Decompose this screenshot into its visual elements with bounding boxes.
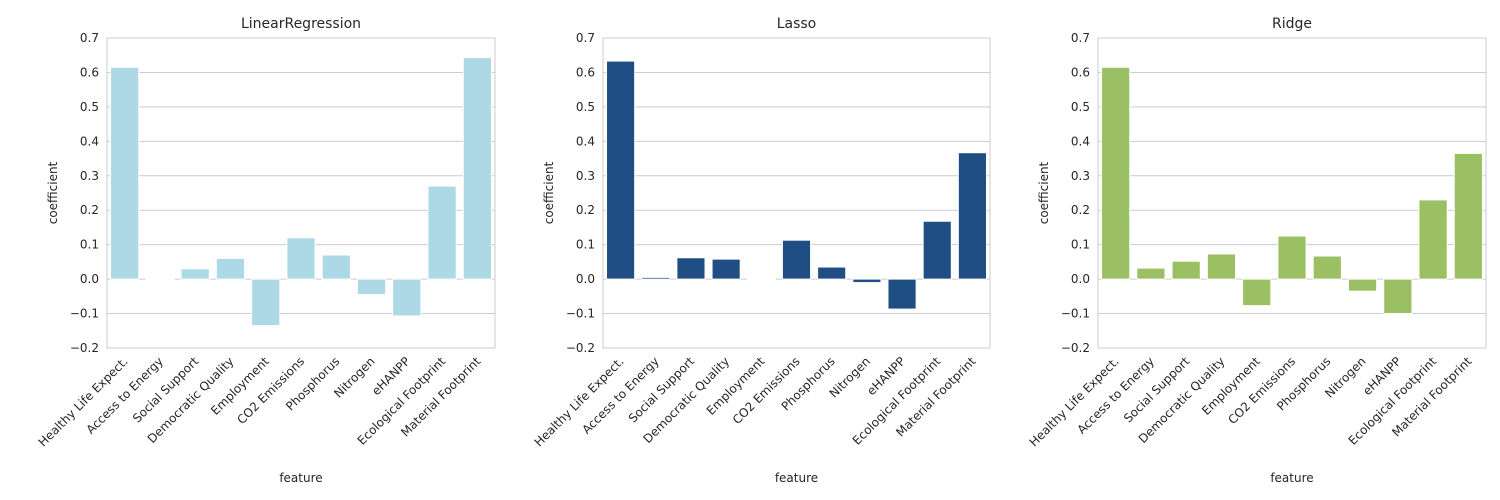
bar-0 xyxy=(110,66,140,280)
plot-frame xyxy=(106,37,496,349)
y-tick-label: 0.4 xyxy=(80,134,99,148)
bar-3 xyxy=(215,257,246,280)
bar-9 xyxy=(1418,199,1448,280)
y-tick-label: 0.0 xyxy=(1071,272,1090,286)
y-tick-label: 0.2 xyxy=(1071,203,1090,217)
y-tick-label: 0.6 xyxy=(80,65,99,79)
bar-2 xyxy=(180,268,210,280)
y-tick-label: 0.1 xyxy=(80,238,99,252)
y-tick-label: 0.3 xyxy=(576,169,595,183)
bar-2 xyxy=(1171,260,1201,280)
bar-9 xyxy=(427,185,457,280)
y-tick-label: 0.5 xyxy=(1071,100,1090,114)
bar-7 xyxy=(852,278,882,284)
bar-10 xyxy=(1453,152,1483,280)
bar-7 xyxy=(1347,278,1378,292)
bar-5 xyxy=(781,239,812,280)
y-tick-label: −0.2 xyxy=(70,341,99,355)
y-tick-label: 0.7 xyxy=(1071,31,1090,45)
bar-1 xyxy=(1136,267,1166,280)
y-tick-label: 0.2 xyxy=(576,203,595,217)
bar-10 xyxy=(462,57,492,280)
bar-3 xyxy=(1206,253,1237,280)
chart-title: Ridge xyxy=(1272,16,1312,32)
y-tick-label: 0.5 xyxy=(80,100,99,114)
chart-title: Lasso xyxy=(777,16,817,32)
bar-6 xyxy=(817,266,847,280)
y-tick-label: 0.1 xyxy=(1071,238,1090,252)
y-tick-label: 0.4 xyxy=(1071,134,1090,148)
x-axis-label: feature xyxy=(1270,471,1313,485)
y-tick-label: 0.7 xyxy=(80,31,99,45)
bar-0 xyxy=(606,60,636,280)
bar-8 xyxy=(1383,278,1413,315)
bar-5 xyxy=(286,237,316,280)
y-tick-label: 0.0 xyxy=(80,272,99,286)
bar-2 xyxy=(676,257,706,280)
bar-4 xyxy=(746,278,776,281)
y-axis-label: coefficient xyxy=(542,161,556,224)
y-tick-label: 0.2 xyxy=(80,203,99,217)
plot-frame xyxy=(602,37,991,349)
y-tick-label: 0.4 xyxy=(576,134,595,148)
bar-6 xyxy=(1312,255,1342,280)
bar-4 xyxy=(1242,278,1272,307)
bar-1 xyxy=(641,276,671,280)
bar-6 xyxy=(321,254,351,280)
y-tick-label: 0.3 xyxy=(1071,169,1090,183)
bar-8 xyxy=(887,278,917,310)
chart-panel-1: −0.2−0.10.00.10.20.30.40.50.60.7Healthy … xyxy=(36,16,496,485)
bar-8 xyxy=(392,278,422,317)
chart-panel-2: −0.2−0.10.00.10.20.30.40.50.60.7Healthy … xyxy=(532,16,991,485)
y-tick-label: 0.7 xyxy=(576,31,595,45)
y-tick-label: 0.3 xyxy=(80,169,99,183)
y-tick-label: −0.1 xyxy=(1061,307,1090,321)
bar-9 xyxy=(922,220,952,280)
y-tick-label: 0.6 xyxy=(1071,65,1090,79)
y-axis-label: coefficient xyxy=(1037,161,1051,224)
bar-1 xyxy=(145,278,175,281)
bar-4 xyxy=(251,278,281,327)
chart-panel-3: −0.2−0.10.00.10.20.30.40.50.60.7Healthy … xyxy=(1027,16,1487,485)
bar-5 xyxy=(1277,235,1307,280)
y-tick-label: 0.0 xyxy=(576,272,595,286)
bar-10 xyxy=(957,152,987,280)
y-tick-label: 0.5 xyxy=(576,100,595,114)
y-tick-label: −0.1 xyxy=(70,307,99,321)
y-tick-label: 0.1 xyxy=(576,238,595,252)
bar-0 xyxy=(1101,66,1131,280)
plot-frame xyxy=(1097,37,1487,349)
y-tick-label: −0.2 xyxy=(566,341,595,355)
y-tick-label: −0.2 xyxy=(1061,341,1090,355)
bar-7 xyxy=(356,278,387,296)
y-tick-label: 0.6 xyxy=(576,65,595,79)
x-axis-label: feature xyxy=(775,471,818,485)
y-axis-label: coefficient xyxy=(46,161,60,224)
bar-3 xyxy=(711,258,741,280)
x-axis-label: feature xyxy=(279,471,322,485)
y-tick-label: −0.1 xyxy=(566,307,595,321)
chart-title: LinearRegression xyxy=(241,16,361,32)
